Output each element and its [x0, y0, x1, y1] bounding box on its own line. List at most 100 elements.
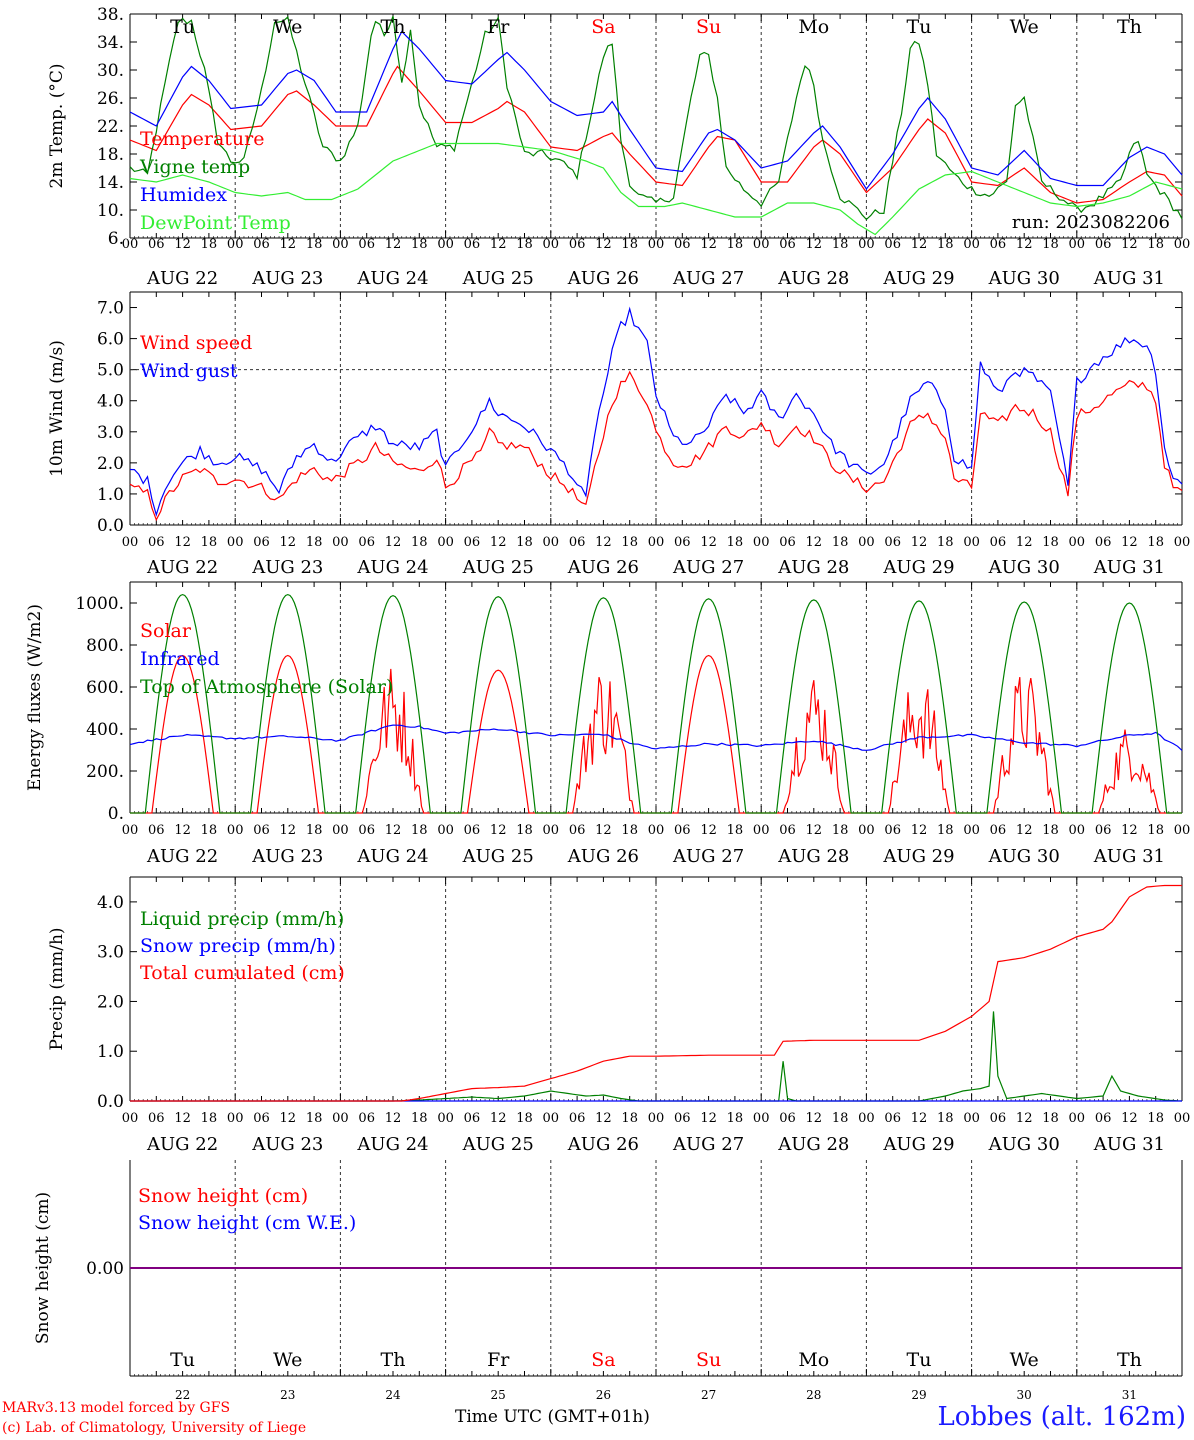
day-number-label: 30	[1017, 1388, 1032, 1402]
weekday-label: Su	[696, 1349, 721, 1371]
hour-tick-label: 18	[621, 237, 638, 252]
y-tick-label: 34.	[97, 33, 124, 53]
hour-tick-label: 06	[464, 1111, 481, 1126]
hour-tick-label: 06	[253, 1111, 270, 1126]
y-tick-label: 3.0	[97, 943, 124, 963]
hour-tick-label: 06	[253, 237, 270, 252]
hour-tick-label: 00	[753, 535, 770, 550]
date-label: AUG 31	[1093, 557, 1165, 578]
date-label: AUG 24	[356, 268, 428, 289]
series-line-wind-speed	[129, 370, 1183, 522]
y-tick-label: 14.	[97, 173, 124, 193]
hour-tick-label: 06	[569, 1111, 586, 1126]
hour-tick-label: 12	[490, 1111, 507, 1126]
hour-tick-label: 06	[358, 1111, 375, 1126]
hour-tick-label: 18	[516, 237, 533, 252]
weekday-label: Sa	[591, 16, 615, 38]
y-tick-label: 0.0	[97, 516, 124, 536]
date-label: AUG 30	[988, 846, 1060, 867]
date-label: AUG 28	[777, 268, 849, 289]
hour-tick-label: 18	[1042, 1111, 1059, 1126]
hour-tick-label: 00	[543, 237, 560, 252]
date-label: AUG 28	[777, 557, 849, 578]
legend-entry: Liquid precip (mm/h)	[140, 908, 344, 930]
series-line-wind-gust	[129, 306, 1183, 517]
hour-tick-label: 00	[227, 237, 244, 252]
hour-tick-label: 18	[1147, 823, 1164, 838]
run-label: run: 2023082206	[1012, 212, 1170, 233]
hour-tick-label: 00	[963, 1111, 980, 1126]
hour-tick-label: 18	[1147, 237, 1164, 252]
date-label: AUG 28	[777, 1134, 849, 1155]
date-label: AUG 23	[251, 846, 323, 867]
hour-tick-label: 06	[779, 823, 796, 838]
hour-tick-label: 06	[358, 823, 375, 838]
hour-tick-label: 06	[148, 237, 165, 252]
hour-tick-label: 06	[884, 535, 901, 550]
y-tick-label: 800.	[86, 636, 124, 656]
hour-tick-label: 00	[332, 237, 349, 252]
x-axis-label: Time UTC (GMT+01h)	[455, 1407, 650, 1427]
date-label: AUG 30	[988, 268, 1060, 289]
date-label: AUG 23	[251, 268, 323, 289]
day-number-label: 23	[280, 1388, 295, 1402]
hour-tick-label: 06	[569, 237, 586, 252]
hour-tick-label: 18	[937, 535, 954, 550]
y-tick-label: 6.0	[97, 330, 124, 350]
hour-tick-label: 12	[911, 823, 928, 838]
hour-tick-label: 12	[911, 535, 928, 550]
legend-entry: Humidex	[140, 184, 227, 206]
hour-tick-label: 12	[174, 237, 191, 252]
hour-tick-label: 06	[464, 823, 481, 838]
y-axis-label: 10m Wind (m/s)	[47, 340, 67, 477]
date-label: AUG 26	[567, 1134, 639, 1155]
y-tick-label: 10.	[97, 201, 124, 221]
series-line-humidex	[129, 30, 1183, 191]
hour-tick-label: 00	[332, 1111, 349, 1126]
y-tick-label: 18.	[97, 145, 124, 165]
legend-entry: Total cumulated (cm)	[140, 962, 345, 984]
hour-tick-label: 18	[1147, 1111, 1164, 1126]
hour-tick-label: 00	[122, 237, 139, 252]
weekday-label: Mo	[798, 1349, 829, 1371]
hour-tick-label: 12	[490, 237, 507, 252]
series-line-vigne-temp	[129, 15, 1183, 221]
hour-tick-label: 12	[595, 237, 612, 252]
hour-tick-label: 18	[1147, 535, 1164, 550]
y-tick-label: 600.	[86, 678, 124, 698]
hour-tick-label: 00	[753, 237, 770, 252]
hour-tick-label: 06	[569, 535, 586, 550]
hour-tick-label: 18	[516, 823, 533, 838]
hour-tick-label: 12	[280, 237, 297, 252]
weekday-label: We	[1010, 16, 1039, 38]
legend-entry: Vigne temp	[139, 156, 250, 178]
date-label: AUG 31	[1093, 846, 1165, 867]
date-label: AUG 27	[672, 268, 744, 289]
hour-tick-label: 00	[332, 535, 349, 550]
hour-tick-label: 18	[201, 1111, 218, 1126]
legend-entry: Infrared	[140, 648, 220, 670]
hour-tick-label: 12	[806, 823, 823, 838]
hour-tick-label: 00	[122, 535, 139, 550]
hour-tick-label: 00	[1069, 1111, 1086, 1126]
hour-tick-label: 06	[779, 535, 796, 550]
hour-tick-label: 00	[1069, 535, 1086, 550]
hour-tick-label: 00	[1174, 1111, 1191, 1126]
hour-tick-label: 00	[543, 1111, 560, 1126]
y-axis-label: Energy fluxes (W/m2)	[25, 604, 45, 791]
y-tick-label: 6.	[108, 229, 124, 249]
hour-tick-label: 18	[411, 1111, 428, 1126]
hour-tick-label: 00	[227, 823, 244, 838]
hour-tick-label: 06	[674, 237, 691, 252]
hour-tick-label: 18	[832, 823, 849, 838]
date-label: AUG 26	[567, 846, 639, 867]
hour-tick-label: 00	[648, 1111, 665, 1126]
hour-tick-label: 00	[122, 823, 139, 838]
day-number-label: 24	[385, 1388, 401, 1402]
date-label: AUG 22	[146, 1134, 218, 1155]
hour-tick-label: 06	[990, 237, 1007, 252]
series-line-dewpoint-temp	[129, 142, 1183, 236]
date-label: AUG 29	[882, 557, 954, 578]
hour-tick-label: 18	[411, 237, 428, 252]
weekday-label: Tu	[170, 1349, 195, 1371]
